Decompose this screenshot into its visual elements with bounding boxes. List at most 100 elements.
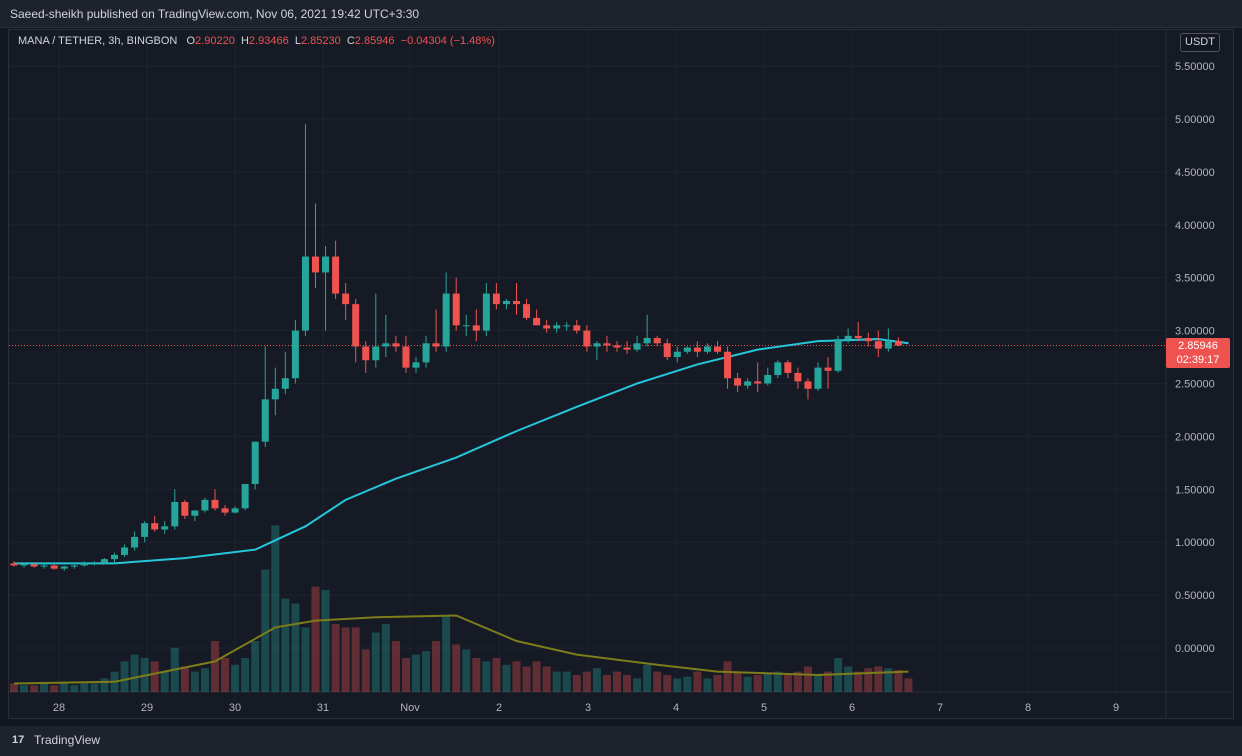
- candle-body: [131, 536, 139, 548]
- volume-bar: [120, 661, 129, 692]
- candle-body: [854, 335, 862, 339]
- bar-countdown: 02:39:17: [1176, 354, 1220, 366]
- volume-bar: [904, 678, 913, 692]
- volume-bar: [130, 654, 139, 692]
- volume-bar: [321, 590, 330, 692]
- high-label: H: [240, 35, 249, 47]
- x-tick-label: 9: [1113, 702, 1119, 714]
- volume-bar: [30, 685, 39, 692]
- candle-body: [181, 501, 189, 516]
- tradingview-logo-icon[interactable]: 17: [12, 734, 25, 746]
- candle-body: [271, 388, 279, 400]
- candle-body: [10, 563, 18, 566]
- volume-bar: [602, 675, 611, 692]
- candle-body: [533, 317, 541, 326]
- candle-body: [352, 304, 360, 347]
- volume-bar: [160, 671, 169, 692]
- candle-body: [281, 378, 289, 389]
- volume-bar: [80, 683, 89, 692]
- candle-body: [121, 547, 129, 555]
- y-tick-label: 4.00000: [1175, 220, 1215, 232]
- volume-bar: [341, 627, 350, 692]
- volume-bar: [472, 658, 481, 692]
- candle-body: [261, 399, 269, 442]
- candle-body: [211, 499, 219, 509]
- candle-body: [603, 343, 611, 346]
- volume-bar: [482, 661, 491, 692]
- candle-body: [382, 343, 390, 347]
- candle-body: [111, 554, 118, 560]
- volume-bar: [552, 671, 561, 692]
- candle-body: [171, 501, 179, 527]
- candle-body: [231, 508, 239, 513]
- volume-bar: [442, 615, 451, 692]
- y-tick-label: 1.00000: [1175, 537, 1215, 549]
- volume-bar: [241, 658, 250, 692]
- candle-body: [332, 256, 340, 294]
- chart-pane[interactable]: [8, 29, 1234, 719]
- candle-body: [794, 372, 802, 382]
- volume-bar: [100, 678, 109, 692]
- change-value: −0.04304 (−1.48%): [400, 35, 495, 47]
- close-label: C: [346, 35, 355, 47]
- candle-body: [683, 347, 691, 352]
- x-tick-label: 3: [585, 702, 591, 714]
- y-tick-label: 1.50000: [1175, 484, 1215, 496]
- volume-bar: [502, 664, 511, 692]
- volume-bar: [693, 671, 702, 692]
- volume-bar: [884, 668, 893, 692]
- volume-bar: [633, 678, 642, 692]
- volume-bar: [623, 675, 632, 692]
- volume-bar: [653, 671, 662, 692]
- volume-bar: [351, 627, 360, 692]
- candle-body: [693, 347, 701, 352]
- low-value: 2.85230: [300, 35, 341, 47]
- volume-bar: [251, 641, 260, 692]
- last-price-value: 2.85946: [1178, 340, 1218, 352]
- publish-header: Saeed-sheikh published on TradingView.co…: [0, 0, 1242, 28]
- symbol-label[interactable]: MANA / TETHER, 3h, BINGBON: [18, 35, 178, 47]
- volume-bar: [231, 664, 240, 692]
- candle-body: [734, 378, 742, 386]
- volume-bar: [723, 661, 732, 692]
- volume-bar: [180, 666, 189, 692]
- x-tick-label: 28: [53, 702, 65, 714]
- volume-bar: [562, 671, 571, 692]
- candle-body: [60, 566, 68, 569]
- volume-bar: [60, 683, 69, 692]
- candle-body: [633, 343, 641, 350]
- candle-body: [20, 564, 28, 566]
- candle-body: [744, 381, 752, 386]
- x-tick-label: 4: [673, 702, 679, 714]
- candle-body: [100, 559, 108, 563]
- volume-bar: [462, 649, 471, 692]
- volume-bar: [673, 678, 682, 692]
- candle-body: [30, 564, 38, 567]
- candle-body: [754, 381, 762, 384]
- candle-body: [372, 346, 380, 361]
- candle-body: [563, 325, 571, 327]
- candle-body: [663, 343, 671, 358]
- volume-bar: [532, 661, 541, 692]
- brand-name[interactable]: TradingView: [34, 733, 101, 747]
- candle-body: [482, 293, 490, 331]
- last-price-tag: 2.85946 02:39:17: [1166, 338, 1230, 368]
- volume-bar: [70, 685, 79, 692]
- candle-body: [412, 362, 420, 368]
- volume-bar: [643, 664, 652, 692]
- volume-bar: [331, 624, 340, 692]
- currency-button[interactable]: USDT: [1180, 33, 1220, 52]
- price-chart[interactable]: 5.50000 5.00000 4.50000 4.00000 3.50000 3.000…: [0, 0, 1242, 726]
- candle-body: [894, 340, 902, 346]
- ohlc-legend: MANA / TETHER, 3h, BINGBON O2.90220 H2.9…: [18, 35, 495, 47]
- candle-body: [653, 338, 661, 344]
- volume-bar: [894, 669, 903, 692]
- volume-ma-line: [13, 614, 909, 685]
- volume-bar: [281, 598, 290, 692]
- volume-bar: [743, 676, 752, 692]
- candle-body: [90, 562, 98, 564]
- candle-body: [543, 325, 551, 329]
- candle-body: [502, 300, 510, 305]
- volume-bar: [844, 666, 853, 692]
- x-tick-label: 29: [141, 702, 153, 714]
